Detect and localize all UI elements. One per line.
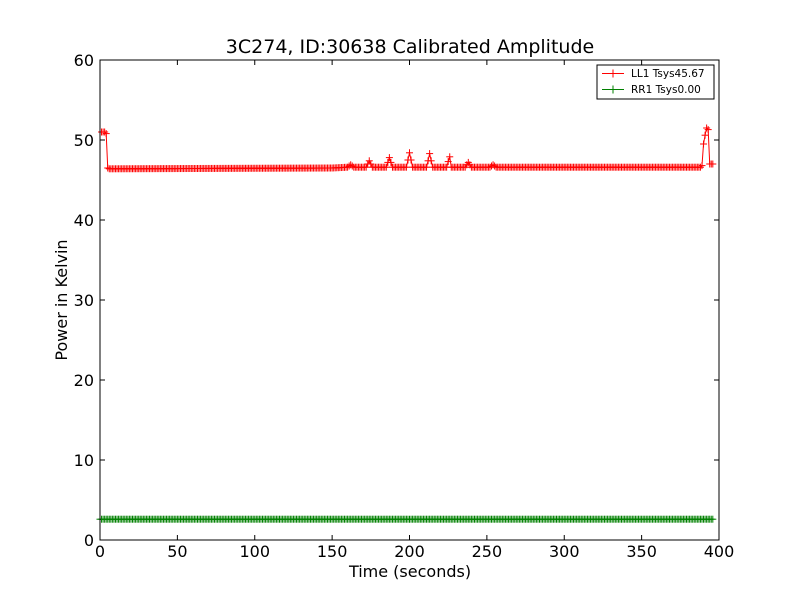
data-point bbox=[491, 162, 499, 170]
data-point bbox=[407, 156, 415, 164]
data-point bbox=[102, 130, 110, 138]
data-point bbox=[709, 515, 717, 523]
data-point bbox=[446, 153, 454, 161]
data-point bbox=[444, 158, 452, 166]
x-tick-label: 400 bbox=[704, 542, 735, 561]
data-point bbox=[426, 150, 434, 158]
data-point bbox=[402, 163, 410, 171]
x-tick-label: 300 bbox=[549, 542, 580, 561]
plot-frame bbox=[99, 59, 720, 541]
y-tick-label: 60 bbox=[74, 51, 94, 70]
data-point bbox=[367, 160, 375, 168]
y-tick-label: 20 bbox=[74, 371, 94, 390]
data-point bbox=[385, 154, 393, 162]
legend-label-rr1: RR1 Tsys0.00 bbox=[631, 84, 701, 96]
data-point bbox=[700, 140, 708, 148]
series-rr1 bbox=[96, 515, 717, 523]
x-tick-label: 250 bbox=[472, 542, 503, 561]
data-point bbox=[406, 149, 413, 157]
data-point bbox=[365, 157, 373, 165]
y-tick-label: 0 bbox=[84, 531, 94, 550]
data-point bbox=[701, 131, 709, 139]
chart-title: 3C274, ID:30638 Calibrated Amplitude bbox=[226, 36, 594, 58]
y-axis-title: Power in Kelvin bbox=[52, 239, 71, 360]
y-tick-label: 10 bbox=[74, 451, 94, 470]
x-tick-label: 150 bbox=[317, 542, 348, 561]
series-layer bbox=[96, 124, 717, 523]
y-tick-label: 40 bbox=[74, 211, 94, 230]
data-point bbox=[387, 158, 395, 166]
data-point bbox=[709, 160, 717, 168]
x-axis-title: Time (seconds) bbox=[348, 562, 471, 581]
data-point bbox=[698, 162, 706, 170]
legend: LL1 Tsys45.67 RR1 Tsys0.00 bbox=[596, 64, 715, 100]
y-tick-label: 50 bbox=[74, 131, 94, 150]
data-point bbox=[104, 164, 112, 172]
y-tick-label: 30 bbox=[74, 291, 94, 310]
x-tick-label: 100 bbox=[239, 542, 270, 561]
data-point bbox=[704, 126, 712, 134]
x-tick-label: 350 bbox=[626, 542, 657, 561]
ticks-layer: 0 50 100 150 200 250 300 350 400 0 10 20 30 40 50 60 bbox=[74, 51, 735, 561]
plot-area bbox=[100, 60, 719, 540]
x-tick-label: 200 bbox=[394, 542, 425, 561]
legend-box bbox=[596, 64, 715, 100]
data-point bbox=[423, 163, 431, 171]
legend-label-ll1: LL1 Tsys45.67 bbox=[631, 68, 705, 80]
data-point bbox=[427, 157, 435, 165]
data-point bbox=[362, 163, 370, 171]
data-point bbox=[696, 163, 704, 171]
data-point bbox=[703, 124, 711, 132]
data-point bbox=[348, 162, 356, 170]
series-ll1 bbox=[98, 124, 717, 173]
legend-entry-ll1: LL1 Tsys45.67 bbox=[602, 68, 705, 80]
data-point bbox=[101, 128, 109, 136]
x-tick-label: 0 bbox=[95, 542, 105, 561]
legend-entry-rr1: RR1 Tsys0.00 bbox=[602, 84, 701, 96]
x-tick-label: 50 bbox=[167, 542, 187, 561]
data-point bbox=[382, 163, 390, 171]
